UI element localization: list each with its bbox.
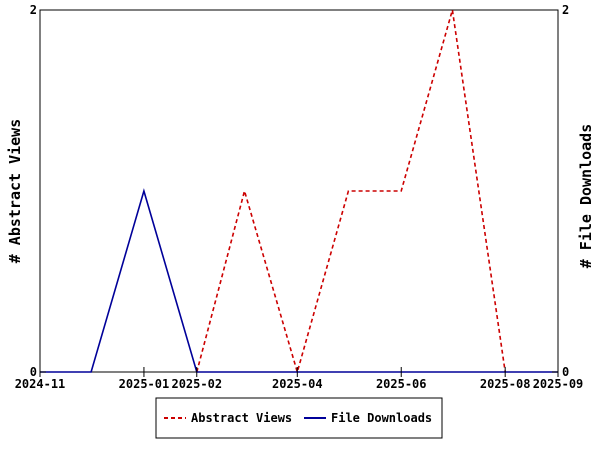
y-right-tick-label: 0: [562, 365, 569, 379]
x-tick-label: 2025-02: [171, 377, 222, 391]
series-line-abstract-views: [196, 9, 506, 375]
y-axis-right-label: # File Downloads: [577, 124, 595, 269]
legend-label-abstract-views: Abstract Views: [191, 411, 292, 425]
y-right-tick-label: 2: [562, 3, 569, 17]
y-left-tick-label: 0: [30, 365, 37, 379]
x-tick-label: 2025-06: [376, 377, 427, 391]
plot-area: [39, 9, 559, 373]
x-tick-label: 2024-11: [15, 377, 66, 391]
x-tick-label: 2025-04: [272, 377, 323, 391]
y-axis-ticks: 0 2 0 2: [30, 3, 569, 379]
legend-label-file-downloads: File Downloads: [331, 411, 432, 425]
legend-box: [155, 397, 443, 439]
y-axis-left-label: # Abstract Views: [6, 119, 24, 264]
x-tick-label: 2025-08: [480, 377, 531, 391]
y-left-tick-label: 2: [30, 3, 37, 17]
x-tick-label: 2025-01: [119, 377, 170, 391]
legend: Abstract Views File Downloads: [155, 397, 443, 439]
x-axis-ticks: 2024-11 2025-01 2025-02 2025-04 2025-06 2025-…: [15, 367, 584, 391]
x-tick-label: 2025-09: [533, 377, 584, 391]
